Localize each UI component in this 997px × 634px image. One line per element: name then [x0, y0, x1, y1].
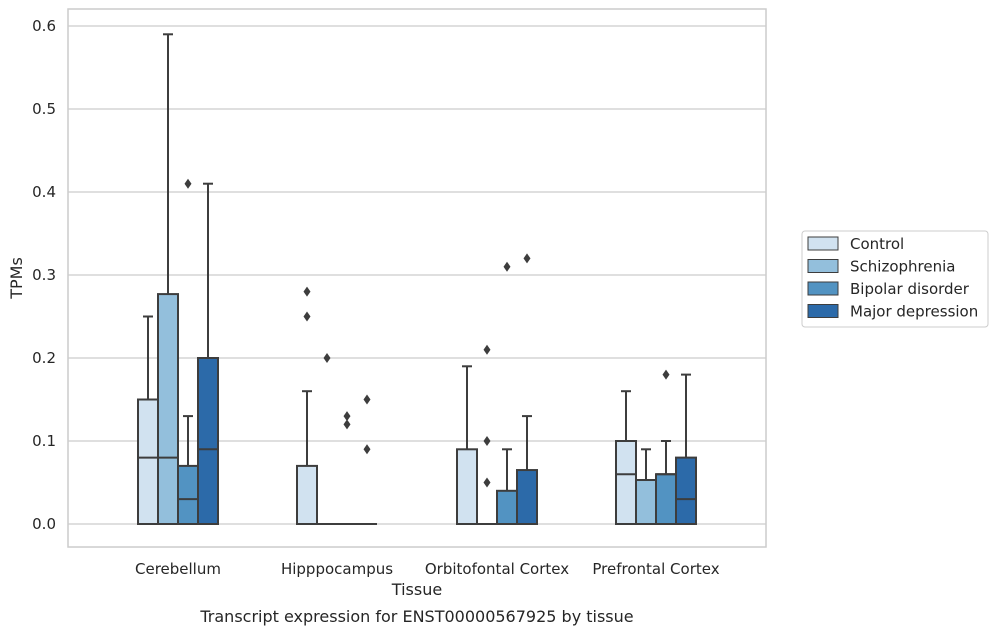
box-body — [655, 473, 677, 526]
y-tick-label: 0.6 — [32, 17, 56, 35]
box-bipolar-disorder — [496, 261, 518, 525]
y-axis-title: TPMs — [7, 257, 26, 300]
box-major-depression — [516, 253, 538, 525]
box-control — [296, 286, 318, 525]
x-tick-label: Prefrontal Cortex — [592, 560, 719, 578]
box-major-depression — [675, 373, 697, 526]
box-schizophrenia — [477, 344, 497, 525]
legend: Control Schizophrenia Bipolar disorder Majo… — [801, 230, 989, 328]
legend-frame — [801, 230, 989, 328]
outlier-point — [323, 353, 331, 363]
outlier-point — [303, 286, 311, 297]
grid-lines — [68, 25, 766, 525]
outlier-point — [503, 261, 511, 272]
box-body — [675, 456, 697, 526]
y-tick-label: 0.2 — [32, 349, 56, 367]
y-tick-label: 0.0 — [32, 515, 56, 533]
x-tick-label: Orbitofontal Cortex — [425, 560, 569, 578]
legend-swatch — [807, 281, 839, 296]
x-axis-title: Tissue — [391, 580, 442, 599]
box-schizophrenia — [635, 448, 657, 526]
box-body — [615, 440, 637, 525]
y-tick-label: 0.5 — [32, 100, 56, 118]
box-body — [516, 469, 538, 525]
legend-label: Bipolar disorder — [850, 280, 970, 298]
x-axis-ticks: Cerebellum Hipppocampus Orbitofontal Corte… — [135, 560, 720, 578]
box-body — [177, 464, 199, 525]
outlier-point — [483, 436, 491, 446]
y-tick-label: 0.1 — [32, 432, 56, 450]
x-tick-label: Hipppocampus — [281, 560, 393, 578]
box-bipolar-disorder — [177, 178, 199, 525]
box-body — [157, 293, 179, 525]
legend-label: Schizophrenia — [850, 258, 955, 276]
box-body — [197, 357, 219, 525]
y-tick-label: 0.3 — [32, 266, 56, 284]
outlier-point — [363, 444, 371, 455]
outlier-point — [483, 477, 491, 488]
box-bipolar-disorder — [337, 411, 357, 525]
outlier-point — [662, 369, 670, 380]
box-control — [456, 365, 478, 525]
box-major-depression — [357, 394, 377, 525]
box-body — [456, 448, 478, 525]
box-schizophrenia — [157, 33, 179, 525]
y-axis-ticks: 0.0 0.1 0.2 0.3 0.4 0.5 0.6 — [32, 17, 56, 533]
legend-swatch — [807, 259, 839, 273]
chart-caption: Transcript expression for ENST0000056792… — [199, 607, 633, 626]
box-control — [137, 315, 159, 525]
legend-swatch — [807, 236, 839, 251]
legend-label: Major depression — [850, 303, 978, 321]
legend-swatch — [807, 304, 839, 318]
outlier-point — [343, 419, 351, 430]
box-groups — [137, 33, 697, 526]
box-body — [137, 398, 159, 525]
box-major-depression — [197, 182, 219, 525]
box-body — [635, 479, 657, 526]
outlier-point — [303, 311, 311, 322]
x-tick-label: Cerebellum — [135, 560, 221, 578]
outlier-point — [184, 178, 192, 189]
box-control — [615, 390, 637, 525]
y-tick-label: 0.4 — [32, 183, 56, 201]
box-body — [296, 464, 318, 525]
outlier-point — [483, 344, 491, 355]
box-bipolar-disorder — [655, 369, 677, 526]
legend-label: Control — [850, 235, 904, 253]
outlier-point — [523, 253, 531, 264]
box-body — [496, 489, 518, 525]
outlier-point — [363, 394, 371, 405]
plot-area-frame — [67, 8, 767, 548]
box-schizophrenia — [317, 353, 337, 525]
outlier-point — [343, 411, 351, 422]
